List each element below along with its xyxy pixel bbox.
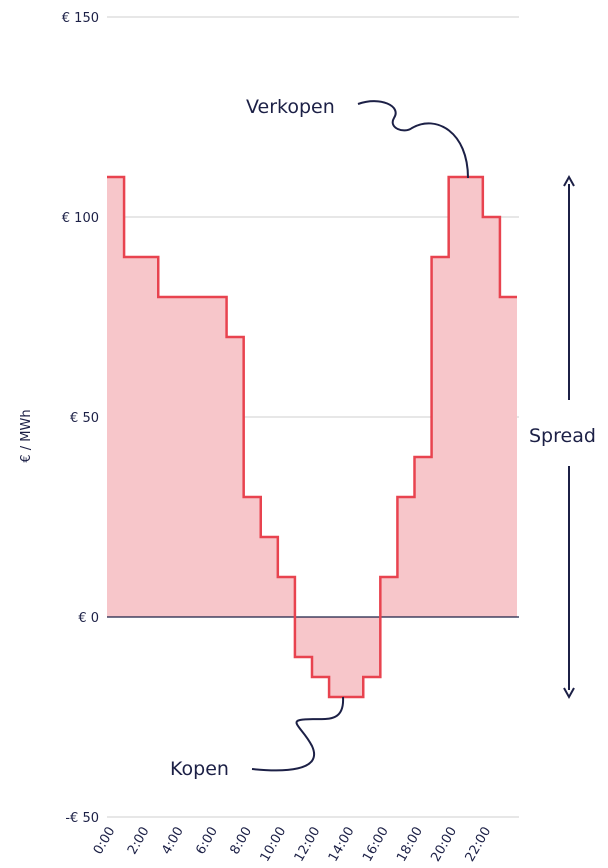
buy-annotation: Kopen (170, 758, 229, 780)
sell-annotation: Verkopen (246, 96, 335, 118)
x-tick-label: 14:00 (326, 825, 358, 865)
price-area (107, 177, 517, 697)
buy-arrow (251, 696, 345, 772)
x-tick-label: 22:00 (463, 825, 495, 865)
x-tick-label: 12:00 (292, 825, 324, 865)
y-axis-label: € / MWh (19, 409, 34, 462)
sell-arrow (357, 100, 469, 179)
x-tick-label: 0:00 (91, 825, 119, 858)
x-tick-label: 10:00 (258, 825, 290, 865)
x-tick-label: 6:00 (193, 825, 221, 858)
spread-arrow-down-head (563, 687, 575, 700)
y-tick-label: € 100 (62, 211, 99, 226)
x-tick-label: 2:00 (125, 825, 153, 858)
x-tick-labels: 0:00 2:00 4:00 6:00 8:00 10:00 12:00 14:00 16:00… (91, 825, 494, 865)
x-tick-label: 20:00 (428, 825, 460, 865)
y-tick-label: € 150 (62, 11, 99, 26)
spread-arrow-up-head (563, 174, 575, 187)
price-step-line (107, 175, 517, 699)
x-tick-label: 16:00 (360, 825, 392, 865)
y-tick-labels: € 150 € 100 € 50 € 0 -€ 50 (62, 11, 99, 826)
spread-label: Spread (529, 425, 596, 447)
y-tick-label: € 50 (70, 411, 99, 426)
y-tick-label: -€ 50 (65, 811, 99, 826)
x-tick-label: 18:00 (394, 825, 426, 865)
x-tick-label: 4:00 (159, 825, 187, 858)
y-tick-label: € 0 (78, 611, 99, 626)
x-tick-label: 8:00 (228, 825, 256, 858)
